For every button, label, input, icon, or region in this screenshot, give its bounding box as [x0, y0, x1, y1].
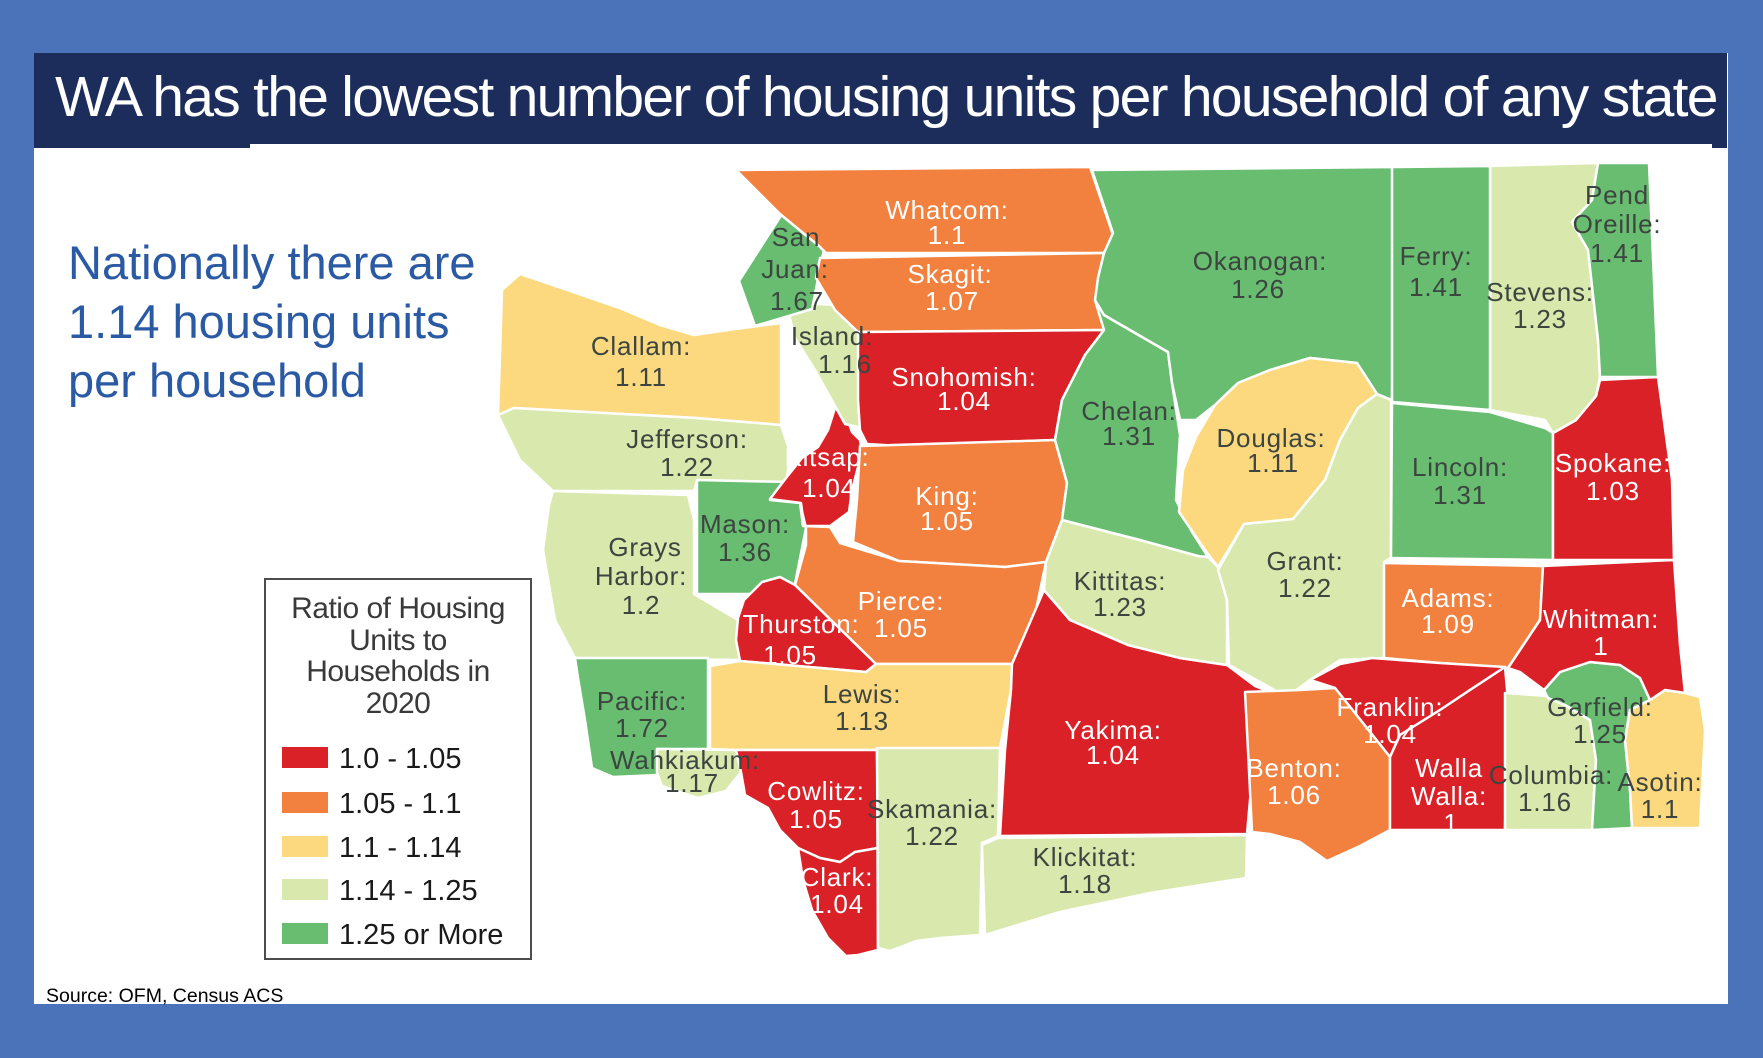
svg-text:Clallam:: Clallam:	[591, 331, 691, 361]
svg-text:Stevens:: Stevens:	[1486, 277, 1594, 307]
svg-text:Lewis:: Lewis:	[823, 679, 902, 709]
svg-text:1.23: 1.23	[1093, 592, 1147, 622]
svg-text:1.23: 1.23	[1513, 304, 1567, 334]
svg-text:1.2: 1.2	[622, 590, 661, 620]
svg-text:Cowlitz:: Cowlitz:	[767, 776, 864, 806]
svg-text:1.22: 1.22	[905, 821, 959, 851]
svg-text:Skamania:: Skamania:	[867, 794, 997, 824]
svg-text:1.16: 1.16	[818, 349, 872, 379]
svg-text:Juan:: Juan:	[761, 254, 829, 284]
svg-text:Snohomish:: Snohomish:	[891, 362, 1036, 392]
svg-text:Pierce:: Pierce:	[858, 586, 945, 616]
svg-text:1.1: 1.1	[1641, 794, 1680, 824]
svg-text:Kittitas:: Kittitas:	[1074, 566, 1166, 596]
svg-text:1.13: 1.13	[835, 706, 889, 736]
svg-text:1.05: 1.05	[763, 640, 817, 670]
svg-text:Island:: Island:	[791, 321, 873, 351]
svg-text:Klickitat:: Klickitat:	[1033, 842, 1138, 872]
svg-text:1.67: 1.67	[770, 286, 824, 316]
svg-text:1.09: 1.09	[1421, 609, 1475, 639]
svg-text:1.17: 1.17	[665, 768, 719, 798]
svg-text:1.18: 1.18	[1058, 869, 1112, 899]
svg-text:Chelan:: Chelan:	[1081, 396, 1176, 426]
svg-text:1.36: 1.36	[718, 537, 772, 567]
svg-text:Lincoln:: Lincoln:	[1412, 452, 1508, 482]
svg-text:1.06: 1.06	[1267, 780, 1321, 810]
svg-text:1.31: 1.31	[1433, 480, 1487, 510]
svg-text:Yakima:: Yakima:	[1064, 715, 1162, 745]
svg-text:Benton:: Benton:	[1246, 753, 1341, 783]
svg-text:Okanogan:: Okanogan:	[1193, 246, 1327, 276]
svg-text:Garfield:: Garfield:	[1547, 692, 1652, 722]
svg-text:Pacific:: Pacific:	[597, 686, 687, 716]
svg-text:Grays: Grays	[608, 532, 681, 562]
svg-text:1.11: 1.11	[1247, 448, 1299, 478]
svg-text:Thurston:: Thurston:	[742, 609, 859, 639]
svg-text:1.16: 1.16	[1518, 787, 1572, 817]
svg-text:1.04: 1.04	[1363, 719, 1417, 749]
svg-text:San: San	[772, 222, 821, 252]
svg-text:1.41: 1.41	[1409, 272, 1463, 302]
svg-text:Whitman:: Whitman:	[1543, 604, 1659, 634]
svg-text:1.07: 1.07	[925, 286, 979, 316]
svg-text:Asotin:: Asotin:	[1617, 767, 1702, 797]
svg-text:Walla:: Walla:	[1411, 781, 1487, 811]
svg-text:1: 1	[1593, 631, 1608, 661]
svg-text:Pend: Pend	[1585, 180, 1649, 210]
svg-text:1.72: 1.72	[615, 713, 669, 743]
svg-text:1.31: 1.31	[1102, 421, 1156, 451]
svg-text:King:: King:	[915, 481, 978, 511]
svg-text:Jefferson:: Jefferson:	[626, 424, 748, 454]
svg-text:Ferry:: Ferry:	[1400, 241, 1473, 271]
svg-text:Spokane:: Spokane:	[1555, 448, 1671, 478]
svg-text:1.1: 1.1	[928, 220, 967, 250]
svg-text:1.04: 1.04	[937, 386, 991, 416]
svg-text:1.26: 1.26	[1231, 274, 1285, 304]
svg-text:1.04: 1.04	[810, 889, 864, 919]
svg-text:1.03: 1.03	[1586, 476, 1640, 506]
svg-text:1.25: 1.25	[1573, 719, 1627, 749]
svg-text:Douglas:: Douglas:	[1216, 423, 1325, 453]
svg-text:Skagit:: Skagit:	[907, 259, 992, 289]
svg-text:1.22: 1.22	[660, 452, 714, 482]
svg-text:Harbor:: Harbor:	[595, 561, 687, 591]
svg-text:Clark:: Clark:	[801, 862, 874, 892]
svg-text:1: 1	[1443, 808, 1458, 838]
svg-text:Kitsap:: Kitsap:	[784, 442, 869, 472]
svg-text:Whatcom:: Whatcom:	[885, 195, 1008, 225]
svg-text:1.05: 1.05	[920, 506, 974, 536]
svg-text:Grant:: Grant:	[1266, 546, 1343, 576]
svg-text:Walla: Walla	[1415, 753, 1483, 783]
svg-text:Wahkiakum:: Wahkiakum:	[610, 745, 760, 775]
svg-text:Adams:: Adams:	[1402, 583, 1495, 613]
svg-text:1.22: 1.22	[1278, 573, 1332, 603]
svg-text:Oreille:: Oreille:	[1573, 209, 1662, 239]
svg-text:1.41: 1.41	[1590, 238, 1644, 268]
svg-text:1.05: 1.05	[789, 804, 843, 834]
svg-text:1.04: 1.04	[802, 473, 856, 503]
svg-text:Mason:: Mason:	[700, 509, 790, 539]
svg-text:1.05: 1.05	[874, 613, 928, 643]
svg-text:1.11: 1.11	[615, 362, 667, 392]
svg-text:Franklin:: Franklin:	[1337, 692, 1444, 722]
svg-text:Columbia:: Columbia:	[1489, 760, 1613, 790]
svg-text:1.04: 1.04	[1086, 740, 1140, 770]
